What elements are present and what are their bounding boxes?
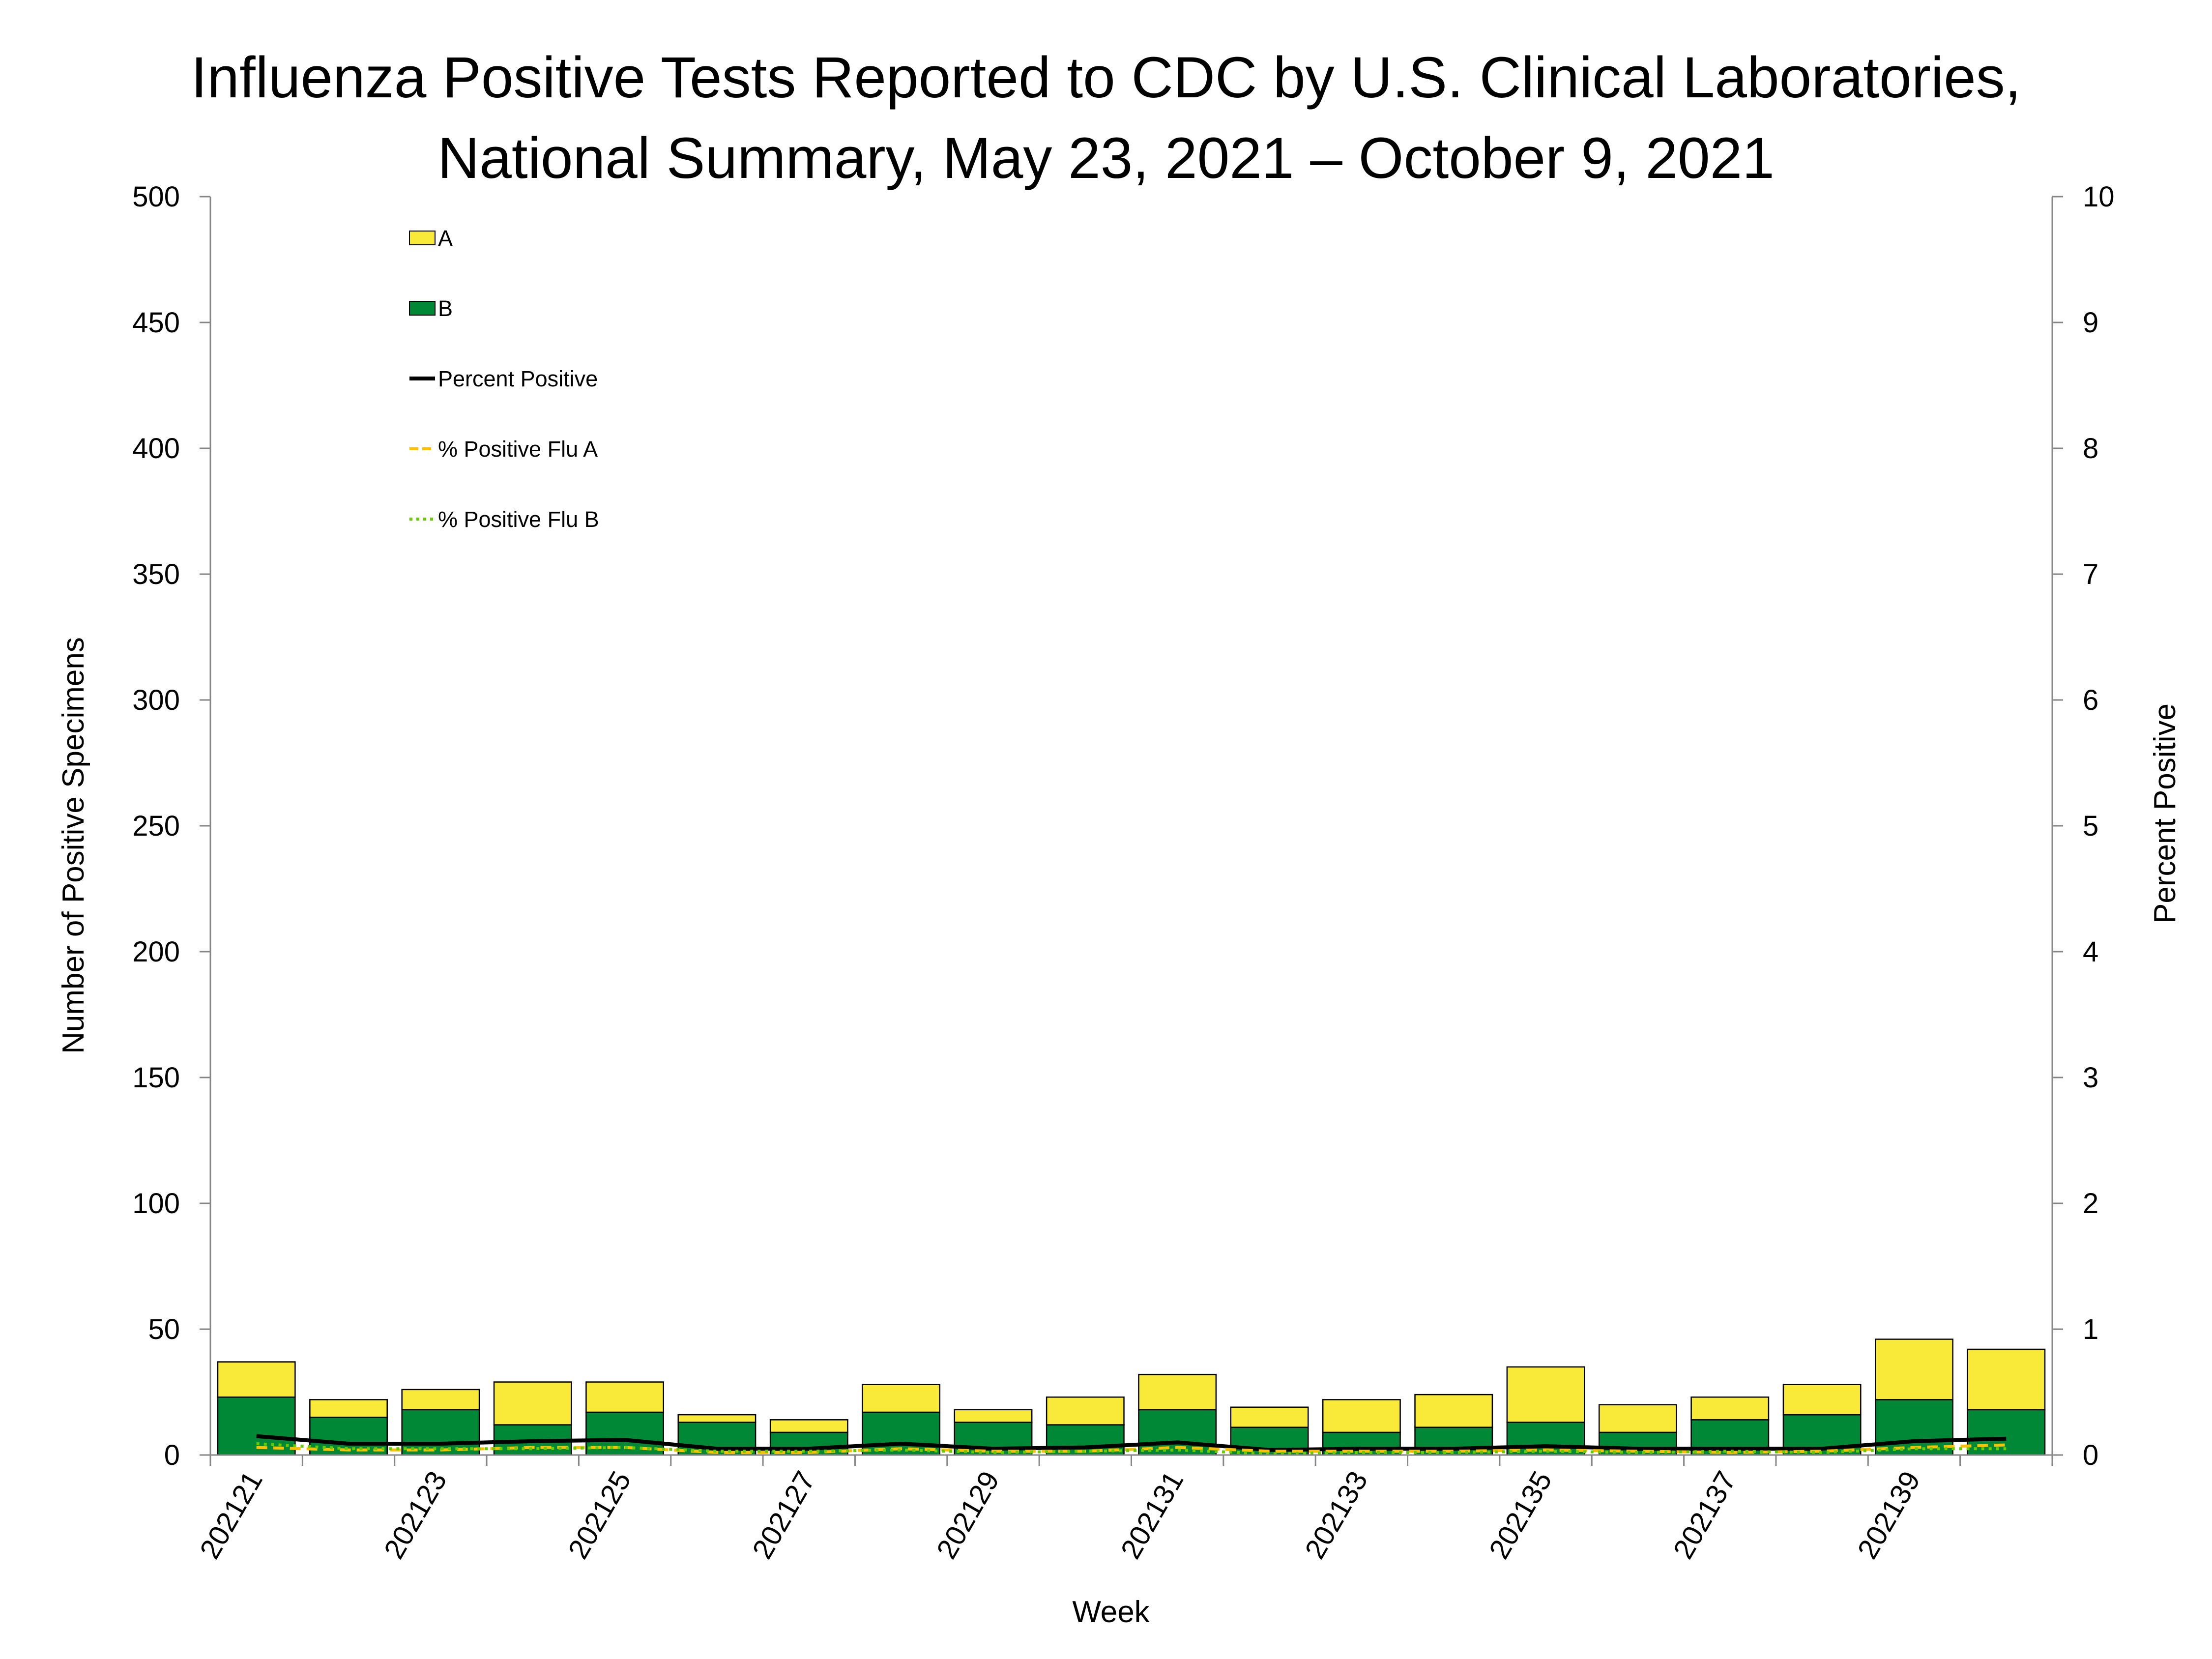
left-tick-label-250: 250: [132, 810, 180, 842]
left-tick-label-450: 450: [132, 307, 180, 339]
bar-a-202139: [1875, 1339, 1953, 1400]
y-axis-right-label: Percent Positive: [2148, 703, 2182, 924]
chart-title-line1: Influenza Positive Tests Reported to CDC…: [191, 45, 2021, 110]
x-tick-label-202131: 202131: [1114, 1466, 1190, 1564]
x-tick-label-202121: 202121: [194, 1466, 269, 1564]
right-axis-ticks: 0 1 2 3 4 5 6 7 8 9 10: [2052, 181, 2115, 1471]
left-tick-label-200: 200: [132, 936, 180, 968]
legend-label-positive-flu-b: % Positive Flu B: [438, 507, 599, 532]
bar-a-202140: [1967, 1348, 2046, 1411]
left-tick-label-100: 100: [132, 1188, 180, 1220]
bar-a-202130: [1046, 1396, 1125, 1426]
y-axis-left-label: Number of Positive Specimens: [57, 637, 90, 1054]
bars-layer: [217, 1339, 2046, 1456]
bar-a-202131: [1138, 1373, 1217, 1411]
chart-title-line2: National Summary, May 23, 2021 – October…: [437, 126, 1775, 191]
bar-a-202125: [585, 1381, 665, 1413]
bar-a-202137: [1690, 1396, 1770, 1421]
line-percent-positive: [256, 1434, 2007, 1452]
right-tick-label-0: 0: [2083, 1439, 2098, 1471]
x-tick-label-202137: 202137: [1667, 1466, 1742, 1564]
left-tick-label-0: 0: [164, 1439, 180, 1471]
bar-a-202122: [309, 1399, 388, 1418]
left-tick-label-350: 350: [132, 558, 180, 590]
lines-layer: [256, 1434, 2007, 1455]
x-tick-label-202123: 202123: [378, 1466, 453, 1564]
right-tick-label-4: 4: [2083, 936, 2098, 968]
bar-b-202121: [217, 1396, 296, 1456]
x-tick-label-202133: 202133: [1299, 1466, 1374, 1564]
right-tick-label-9: 9: [2083, 307, 2098, 339]
right-tick-label-2: 2: [2083, 1188, 2098, 1220]
left-tick-label-500: 500: [132, 181, 180, 213]
left-tick-label-400: 400: [132, 433, 180, 465]
bar-b-202123: [401, 1409, 480, 1456]
bar-a-202129: [954, 1409, 1033, 1423]
bar-a-202135: [1506, 1366, 1585, 1423]
legend-label-positive-flu-a: % Positive Flu A: [438, 437, 598, 462]
line-positive-flu-a: [256, 1443, 2007, 1454]
right-tick-label-7: 7: [2083, 558, 2098, 590]
bar-b-202139: [1875, 1399, 1953, 1456]
legend-swatch-b: [409, 301, 436, 316]
legend: A B Percent Positive % Positive Flu A % Posi…: [409, 226, 599, 532]
left-axis-ticks: 0 50 100 150 200 250 300 350 400 450 500: [132, 181, 210, 1471]
bar-a-202124: [493, 1381, 572, 1426]
legend-label-a: A: [438, 226, 453, 251]
left-tick-label-150: 150: [132, 1062, 180, 1094]
bar-a-202121: [217, 1361, 296, 1398]
right-tick-label-3: 3: [2083, 1062, 2098, 1094]
legend-label-b: B: [438, 296, 453, 321]
x-tick-label-202139: 202139: [1851, 1466, 1926, 1564]
right-tick-label-8: 8: [2083, 433, 2098, 465]
right-tick-label-5: 5: [2083, 810, 2098, 842]
legend-label-percent-positive: Percent Positive: [438, 366, 598, 391]
bar-a-202138: [1782, 1384, 1862, 1416]
bar-a-202133: [1322, 1399, 1401, 1433]
left-tick-label-50: 50: [148, 1313, 180, 1345]
x-axis-label: Week: [1072, 1595, 1150, 1629]
right-tick-label-1: 1: [2083, 1313, 2098, 1345]
right-tick-label-6: 6: [2083, 684, 2098, 716]
legend-swatch-a: [409, 231, 436, 245]
x-tick-label-202135: 202135: [1483, 1466, 1558, 1564]
right-tick-label-10: 10: [2083, 181, 2115, 213]
bar-a-202126: [677, 1414, 757, 1423]
bar-a-202128: [862, 1384, 941, 1413]
x-tick-label-202129: 202129: [931, 1466, 1006, 1564]
bar-a-202136: [1598, 1404, 1677, 1433]
bar-a-202132: [1230, 1406, 1309, 1428]
x-tick-label-202127: 202127: [746, 1466, 821, 1564]
left-tick-label-300: 300: [132, 684, 180, 716]
x-axis-ticks: 202121 202123 202125 202127 202129 202131 2021…: [194, 1455, 2053, 1564]
bar-a-202123: [401, 1389, 480, 1411]
bar-a-202127: [769, 1419, 848, 1433]
x-tick-label-202125: 202125: [562, 1466, 637, 1564]
bar-a-202134: [1414, 1394, 1493, 1428]
